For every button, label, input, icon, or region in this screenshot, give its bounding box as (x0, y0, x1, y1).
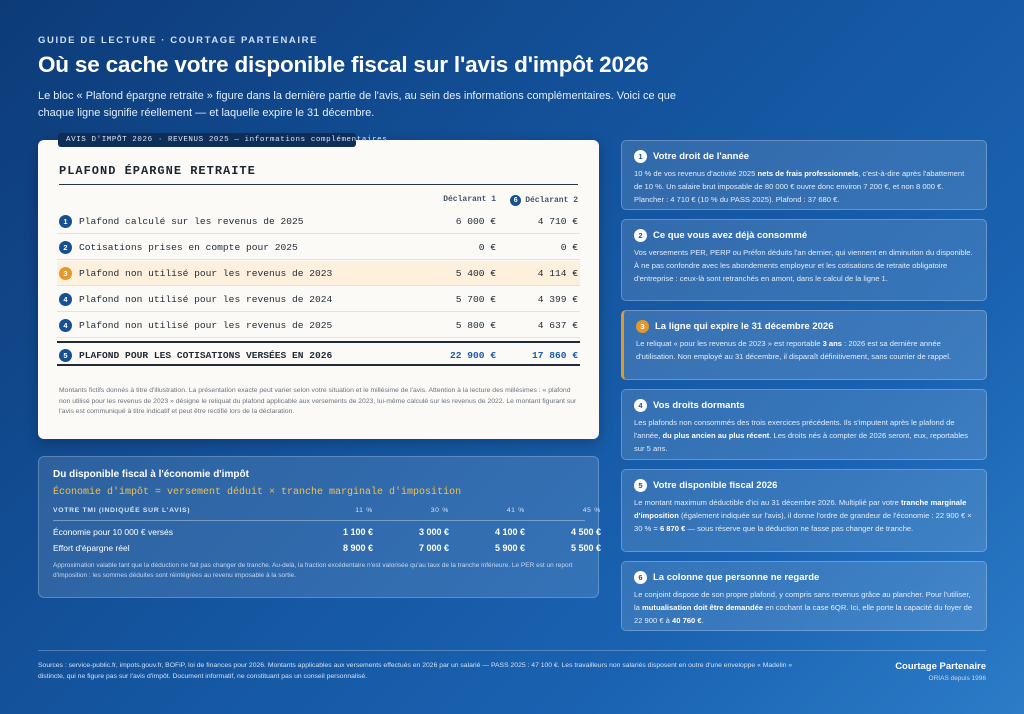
tmi-45: 45 % (582, 507, 601, 514)
row-d1: 22 900 € (449, 350, 496, 361)
row-badge: 1 (59, 215, 72, 228)
row-d2: 4 710 € (537, 216, 578, 227)
tax-notice-card: PLAFOND ÉPARGNE RETRAITE Déclarant 1 6 D… (38, 140, 599, 439)
table-row-total: 5 PLAFOND POUR LES COTISATIONS VERSÉES E… (57, 341, 580, 366)
table-row: 1 Plafond calculé sur les revenus de 202… (57, 209, 580, 234)
col-declarant-1: Déclarant 1 (443, 195, 496, 204)
intro-text: Le bloc « Plafond épargne retraite » fig… (38, 90, 677, 119)
row-d1: 0 € (478, 242, 496, 253)
card-text: 10 % de vos revenus d'activité 2025 nets… (634, 169, 965, 205)
info-card-3: 3 La ligne qui expire le 31 décembre 2026… (621, 310, 987, 380)
row-badge: 4 (59, 293, 72, 306)
row-badge: 4 (59, 319, 72, 332)
card-title: La colonne que personne ne regarde (653, 571, 820, 583)
eco-row: Économie pour 10 000 € versés 1 100 € 3 … (53, 527, 601, 543)
row-d2: 17 860 € (531, 350, 578, 361)
row-label: Plafond calculé sur les revenus de 2025 (79, 216, 304, 227)
eco-footnote: Approximation valable tant que la déduct… (53, 562, 573, 579)
eco-formula: Économie d'impôt = versement déduit × tr… (53, 487, 462, 498)
eco-value: 4 500 € (570, 527, 601, 537)
row-d2: 4 399 € (537, 294, 578, 305)
row-d2: 0 € (560, 242, 578, 253)
eco-value: 7 000 € (418, 543, 449, 553)
card-text: Le conjoint dispose de son propre plafon… (634, 590, 973, 626)
eco-head-label: VOTRE TMI (INDIQUÉE SUR L'AVIS) (53, 507, 191, 514)
eco-row: Effort d'épargne réel 8 900 € 7 000 € 5 … (53, 543, 601, 559)
eco-value: 1 100 € (342, 527, 373, 537)
card-title: Vos droits dormants (653, 399, 745, 411)
row-badge: 2 (59, 241, 72, 254)
eco-row-label: Effort d'épargne réel (53, 543, 130, 553)
sources-text: Sources : service-public.fr, impots.gouv… (38, 662, 793, 680)
eco-row-label: Économie pour 10 000 € versés (53, 527, 174, 537)
card-badge: 6 (634, 570, 647, 584)
row-label: Plafond non utilisé pour les revenus de … (79, 294, 333, 305)
col2-label: Déclarant 2 (525, 196, 578, 205)
table-row: 2 Cotisations prises en compte pour 2025… (57, 235, 580, 260)
eco-title: Du disponible fiscal à l'économie d'impô… (53, 469, 249, 480)
eco-value: 4 100 € (494, 527, 525, 537)
eco-value: 3 000 € (418, 527, 449, 537)
eco-value: 5 500 € (570, 543, 601, 553)
tax-saving-panel: Du disponible fiscal à l'économie d'impô… (38, 456, 601, 598)
heading-rule (59, 184, 578, 185)
doc-heading: PLAFOND ÉPARGNE RETRAITE (59, 164, 256, 178)
doc-tab: AVIS D'IMPÔT 2026 · REVENUS 2025 — infor… (58, 133, 387, 147)
col-declarant-2: 6 Déclarant 2 (510, 195, 578, 206)
row-label: Plafond non utilisé pour les revenus de … (79, 268, 333, 279)
row-d2: 4 114 € (537, 268, 578, 279)
row-d1: 5 400 € (455, 268, 496, 279)
info-card-6: 6 La colonne que personne ne regarde Le c… (621, 561, 987, 631)
eco-table-header: VOTRE TMI (INDIQUÉE SUR L'AVIS) 11 % 30 … (53, 507, 600, 521)
eyebrow: GUIDE DE LECTURE · COURTAGE PARTENAIRE (38, 35, 319, 46)
card-text: Le montant maximum déductible d'ici au 3… (634, 498, 972, 534)
card-text: Les plafonds non consommés des trois exe… (634, 418, 969, 454)
tmi-11: 11 % (355, 507, 373, 514)
table-row: 4 Plafond non utilisé pour les revenus d… (57, 287, 580, 312)
row-badge: 5 (59, 349, 72, 362)
card-text: Vos versements PER, PERP ou Préfon dédui… (634, 248, 973, 284)
info-card-4: 4 Vos droits dormants Les plafonds non co… (621, 389, 987, 460)
info-card-2: 2 Ce que vous avez déjà consommé Vos vers… (621, 219, 987, 301)
brand-block: Courtage Partenaire ORIAS depuis 1996 (895, 661, 986, 682)
card-title: Votre disponible fiscal 2026 (653, 479, 778, 491)
info-card-1: 1 Votre droit de l'année 10 % de vos reve… (621, 140, 987, 210)
card-badge: 5 (634, 478, 647, 492)
tmi-30: 30 % (430, 507, 449, 514)
card-title: La ligne qui expire le 31 décembre 2026 (655, 320, 834, 332)
row-label: Plafond non utilisé pour les revenus de … (79, 320, 333, 331)
row-d1: 5 800 € (455, 320, 496, 331)
brand-name: Courtage Partenaire (895, 661, 986, 672)
doc-footnote: Montants fictifs donnés à titre d'illust… (59, 387, 577, 415)
card-badge: 4 (634, 398, 647, 412)
eco-value: 8 900 € (342, 543, 373, 553)
card-title: Votre droit de l'année (653, 150, 750, 162)
eco-value: 5 900 € (494, 543, 525, 553)
card-badge: 3 (636, 319, 649, 333)
card-badge: 2 (634, 228, 647, 242)
row-d1: 6 000 € (455, 216, 496, 227)
card-text: Le reliquat « pour les revenus de 2023 »… (636, 339, 952, 362)
tmi-41: 41 % (506, 507, 525, 514)
row-label: PLAFOND POUR LES COTISATIONS VERSÉES EN … (79, 350, 333, 361)
info-card-5: 5 Votre disponible fiscal 2026 Le montant… (621, 469, 987, 552)
col2-badge: 6 (510, 195, 522, 206)
row-badge: 3 (59, 267, 72, 280)
card-badge: 1 (634, 149, 647, 163)
footer-divider (38, 650, 986, 651)
row-d2: 4 637 € (537, 320, 578, 331)
row-d1: 5 700 € (455, 294, 496, 305)
card-title: Ce que vous avez déjà consommé (653, 229, 808, 241)
page-title: Où se cache votre disponible fiscal sur … (38, 52, 649, 77)
row-label: Cotisations prises en compte pour 2025 (79, 242, 298, 253)
table-row: 4 Plafond non utilisé pour les revenus d… (57, 313, 580, 338)
table-row-expiring: 3 Plafond non utilisé pour les revenus d… (57, 261, 580, 286)
brand-subtitle: ORIAS depuis 1996 (928, 675, 986, 682)
